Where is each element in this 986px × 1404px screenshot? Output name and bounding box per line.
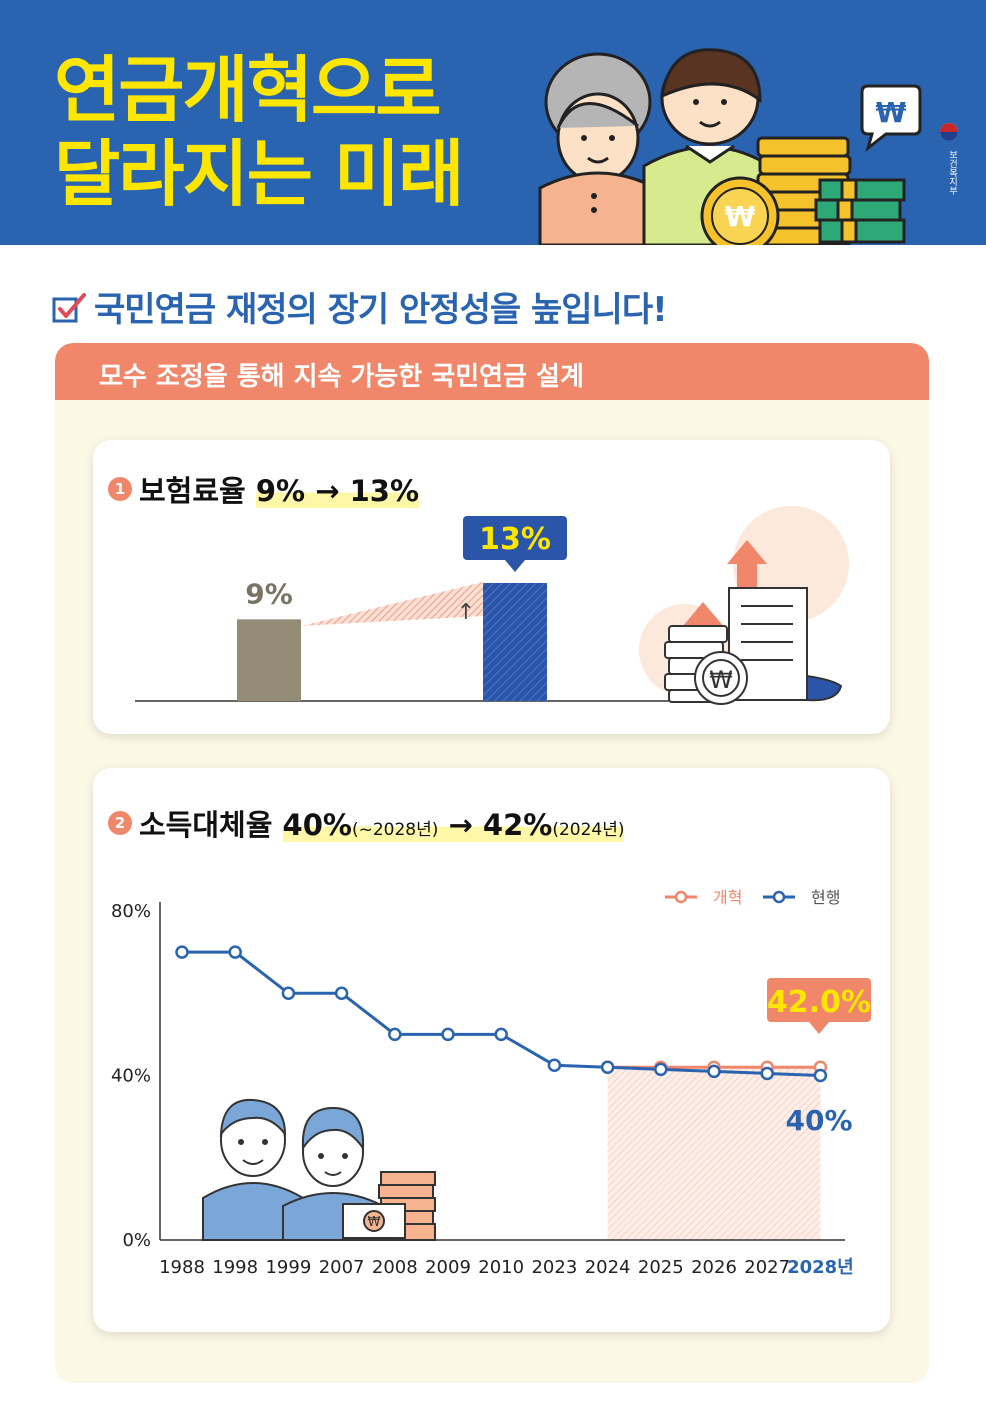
won-speech-bubble-icon: ₩	[860, 84, 922, 152]
svg-text:₩: ₩	[876, 96, 907, 129]
title-line-1: 연금개혁으로	[54, 48, 441, 132]
chart-legend: 개혁 현행	[665, 888, 840, 907]
rate-to-note: (2024년)	[552, 820, 625, 840]
increase-wedge	[301, 582, 483, 626]
banknote-stack-icon	[814, 178, 906, 244]
bar-label-9: 9%	[245, 577, 293, 610]
checkbox-icon	[52, 293, 86, 323]
reform-value-label: 42.0%	[767, 985, 871, 1020]
bar-label-13: 13%	[479, 522, 551, 557]
y-tick-label: 40%	[111, 1066, 151, 1087]
data-point-current	[760, 1066, 774, 1081]
bar-13-percent	[483, 583, 547, 701]
data-point-current	[388, 1027, 402, 1042]
item-number-badge: 2	[108, 811, 132, 835]
data-point-current	[334, 986, 349, 1000]
coins-document-icon: ₩	[639, 506, 849, 705]
replacement-rate-line-chart: ₩ 0% 40% 80% 1988 1998 1999 2007 2008 2009 2010 2…	[111, 888, 871, 1278]
data-point-current	[175, 945, 189, 959]
arrow-icon: →	[315, 474, 340, 508]
x-tick-label: 2023	[531, 1257, 577, 1278]
x-tick-label: 1999	[265, 1257, 311, 1278]
increase-arrow-icon: ↑	[457, 600, 475, 625]
x-tick-label: 2007	[319, 1257, 365, 1278]
rate-change: 40%(~2028년) → 42%(2024년)	[282, 808, 625, 842]
section-heading: 국민연금 재정의 장기 안정성을 높입니다!	[94, 290, 668, 330]
ministry-name: 보건복지부	[947, 150, 957, 195]
current-value-label: 40%	[785, 1104, 852, 1137]
rate-from: 40%	[282, 808, 352, 842]
arrow-icon: →	[448, 808, 473, 842]
x-tick-label: 2008	[372, 1257, 418, 1278]
header-banner: 연금개혁으로 달라지는 미래	[0, 0, 986, 245]
card-title: 소득대체율 40%(~2028년) → 42%(2024년)	[139, 802, 625, 844]
rate-to: 13%	[349, 474, 420, 508]
data-point-current	[600, 1060, 615, 1075]
svg-text:₩: ₩	[368, 1215, 381, 1230]
reform-value-callout: 42.0%	[767, 978, 871, 1034]
x-tick-label: 1988	[159, 1257, 205, 1278]
contribution-rate-card: 1 보험료율 9% → 13% ↑ 9% 13%	[93, 440, 890, 734]
contribution-bar-chart: ↑ 9% 13% ₩	[135, 506, 849, 705]
svg-text:₩: ₩	[725, 200, 756, 233]
x-tick-label: 1998	[212, 1257, 258, 1278]
card-label: 보험료율	[139, 474, 246, 508]
reform-period-shade	[607, 1067, 821, 1240]
x-tick-label: 2026	[691, 1257, 737, 1278]
money-stack-icon: ₩	[342, 1171, 436, 1241]
panel-title-bar: 모수 조정을 통해 지속 가능한 국민연금 설계	[55, 343, 929, 400]
card-label: 소득대체율	[139, 808, 273, 842]
x-tick-label: 2010	[478, 1257, 524, 1278]
y-tick-label: 80%	[111, 901, 151, 922]
data-point-current	[813, 1068, 828, 1083]
x-tick-label: 2024	[585, 1257, 631, 1278]
legend-reform: 개혁	[713, 888, 742, 907]
rate-to: 42%	[482, 808, 553, 842]
data-point-current	[547, 1058, 562, 1072]
item-number-badge: 1	[108, 477, 132, 501]
rate-change: 9% → 13%	[255, 474, 420, 508]
x-tick-label: 2009	[425, 1257, 471, 1278]
page-title: 연금개혁으로 달라지는 미래	[54, 48, 465, 216]
data-point-current	[494, 1027, 508, 1042]
ministry-logo-icon	[940, 123, 958, 141]
data-point-current	[441, 1027, 455, 1042]
bar-callout-13: 13%	[463, 516, 567, 572]
family-money-illustration: ₩	[538, 48, 906, 245]
series-line-current	[182, 950, 821, 1077]
bar-9-percent	[237, 619, 301, 701]
rate-from: 9%	[255, 474, 306, 508]
panel-title: 모수 조정을 통해 지속 가능한 국민연금 설계	[99, 362, 584, 392]
data-point-current	[281, 986, 296, 1000]
won-coin-icon: ₩	[700, 176, 780, 245]
replacement-rate-card: 2 소득대체율 40%(~2028년) → 42%(2024년)	[93, 768, 890, 1332]
card-title: 보험료율 9% → 13%	[139, 468, 420, 510]
x-tick-label: 2027	[744, 1257, 790, 1278]
rate-from-note: (~2028년)	[351, 820, 439, 840]
svg-text:₩: ₩	[709, 666, 733, 694]
title-line-2: 달라지는 미래	[54, 132, 465, 216]
x-tick-label: 2025	[638, 1257, 684, 1278]
y-tick-label: 0%	[122, 1230, 151, 1251]
legend-current: 현행	[811, 888, 840, 907]
data-point-current	[707, 1064, 721, 1079]
x-tick-label: 2028년	[787, 1257, 854, 1278]
data-point-current	[228, 945, 242, 959]
elderly-woman-icon	[538, 52, 658, 245]
data-point-current	[654, 1062, 668, 1077]
